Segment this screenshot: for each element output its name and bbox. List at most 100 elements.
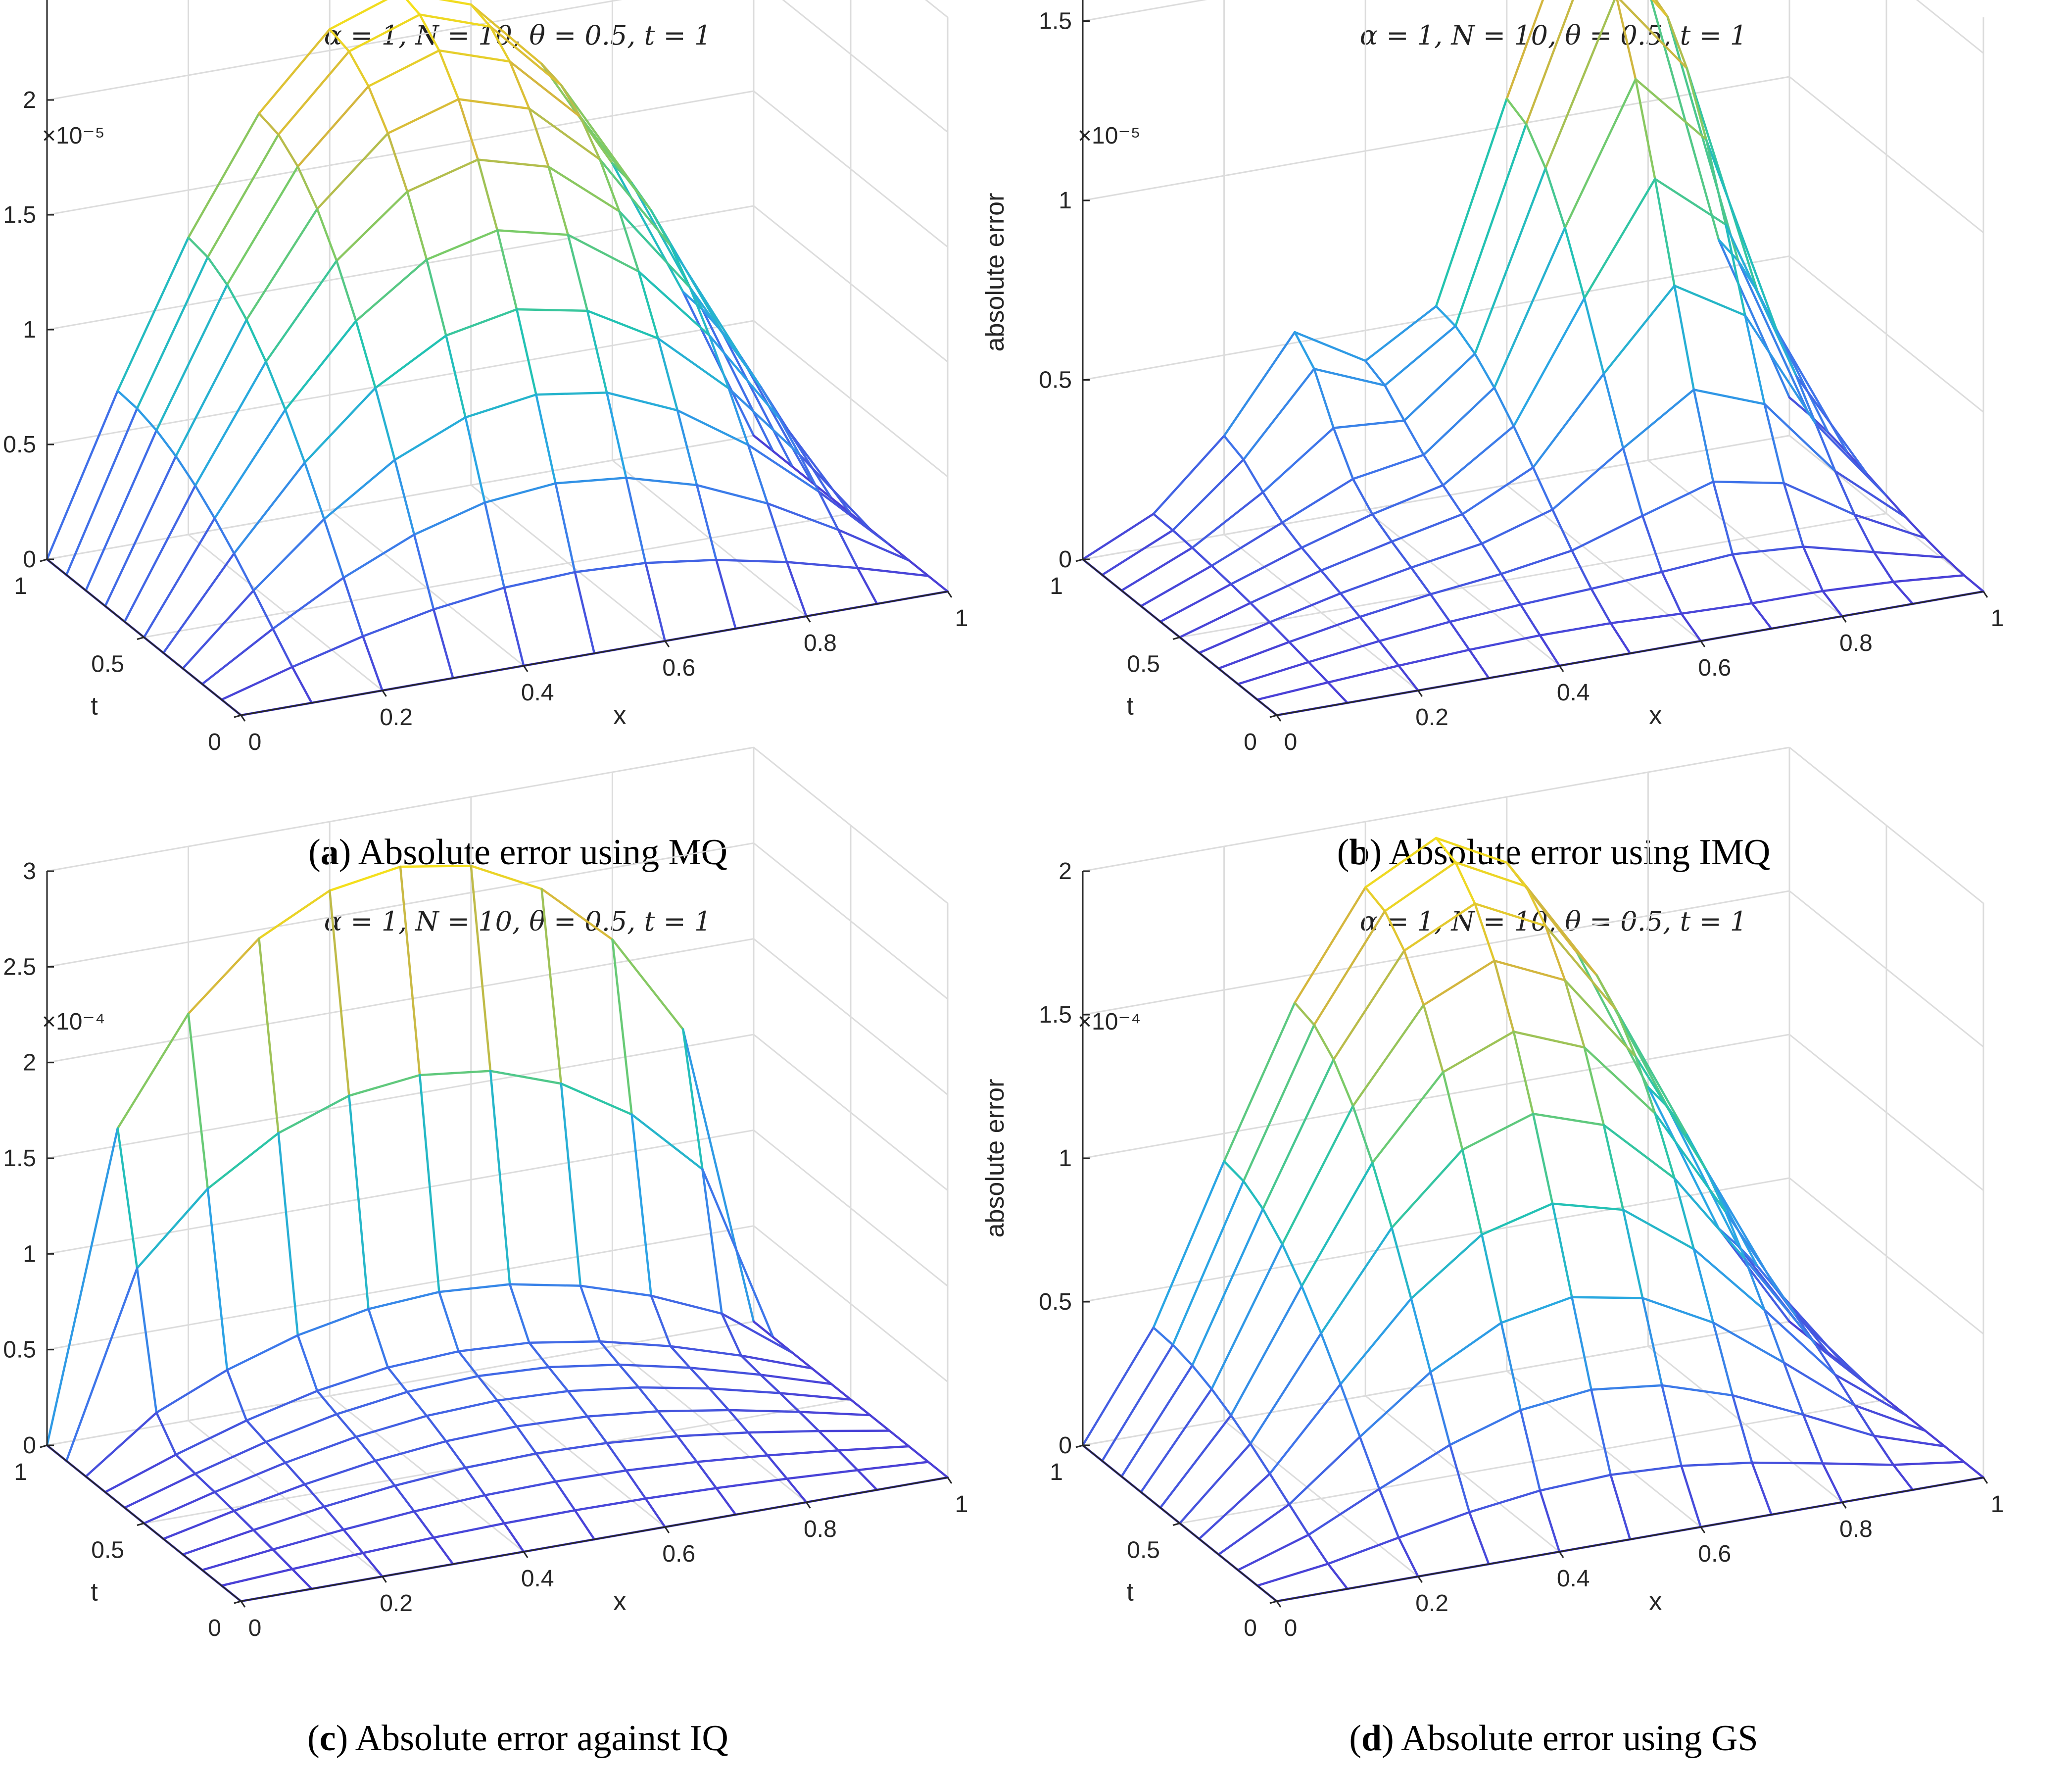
mesh-edge bbox=[367, 85, 389, 135]
mesh-edge bbox=[1461, 1112, 1535, 1151]
mesh-edge bbox=[586, 309, 608, 394]
mesh-edge bbox=[798, 453, 820, 493]
mesh-edge bbox=[194, 1473, 216, 1493]
mesh-edge bbox=[605, 391, 627, 479]
mesh-edge bbox=[1673, 1177, 1695, 1250]
mesh-edge bbox=[644, 562, 667, 642]
mesh-edge bbox=[1751, 602, 1773, 630]
mesh-edge bbox=[233, 461, 306, 555]
mesh-edge bbox=[265, 360, 287, 411]
y-tick-label: 0.5 bbox=[1127, 1537, 1160, 1564]
mesh-edge bbox=[1481, 542, 1502, 575]
z-tick-label: 1 bbox=[23, 1241, 36, 1267]
grid-line bbox=[47, 205, 754, 331]
mesh-edge bbox=[162, 1510, 236, 1540]
mesh-edge bbox=[303, 1483, 326, 1508]
caption-b: (b) Absolute error using IMQ bbox=[1337, 832, 1771, 873]
mesh-edge bbox=[1223, 435, 1245, 461]
mesh-edge bbox=[1268, 1383, 1342, 1475]
mesh-edge bbox=[1474, 902, 1547, 927]
mesh-edge bbox=[1717, 239, 1739, 262]
mesh-edge bbox=[1288, 1503, 1310, 1536]
grid-line bbox=[1179, 513, 1887, 638]
mesh-edge bbox=[1358, 1371, 1432, 1438]
mesh-edge bbox=[1242, 367, 1315, 461]
mesh-edge bbox=[489, 1070, 563, 1085]
mesh-edge bbox=[258, 112, 280, 136]
mesh-edge bbox=[328, 0, 388, 31]
y-tick-mark bbox=[1172, 637, 1180, 640]
mesh-edge bbox=[1313, 367, 1335, 429]
mesh-edge bbox=[1307, 640, 1381, 663]
y-tick-mark bbox=[137, 637, 145, 640]
mesh-edge bbox=[489, 1070, 511, 1285]
mesh-edge bbox=[528, 107, 601, 161]
mesh-edge bbox=[1783, 1361, 1856, 1407]
mesh-edge bbox=[1474, 902, 1495, 962]
mesh-edge bbox=[1223, 1160, 1245, 1182]
caption-text: Absolute error using IMQ bbox=[1389, 832, 1771, 873]
mesh-edge bbox=[508, 1283, 582, 1287]
mesh-edge bbox=[399, 865, 473, 868]
mesh-edge bbox=[560, 1082, 633, 1116]
mesh-edge bbox=[540, 887, 614, 941]
mesh-edge bbox=[1744, 314, 1817, 425]
mesh-edge bbox=[1661, 1384, 1683, 1467]
mesh-edge bbox=[1873, 1434, 1946, 1448]
mesh-edge bbox=[567, 234, 589, 312]
mesh-edge bbox=[323, 458, 396, 521]
mesh-edge bbox=[1609, 612, 1683, 625]
mesh-edge bbox=[201, 628, 274, 686]
mesh-edge bbox=[1532, 466, 1554, 511]
z-tick-label: 3 bbox=[23, 858, 36, 885]
mesh-edge bbox=[1525, 885, 1598, 977]
mesh-edge bbox=[766, 502, 788, 563]
mesh-edge bbox=[1641, 1297, 1663, 1387]
mesh-edge bbox=[515, 1415, 589, 1427]
mesh-edge bbox=[752, 1320, 774, 1338]
x-tick-mark bbox=[947, 591, 953, 598]
mesh-edge bbox=[258, 889, 331, 940]
mesh-edge bbox=[1378, 640, 1400, 667]
x-tick-label: 0.4 bbox=[1557, 1566, 1590, 1592]
mesh-edge bbox=[1885, 494, 1907, 519]
y-tick-mark bbox=[1269, 1600, 1277, 1604]
mesh-edge bbox=[1461, 466, 1535, 516]
caption-text: Absolute error against IQ bbox=[355, 1718, 728, 1759]
mesh-edge bbox=[688, 286, 762, 388]
mesh-edge bbox=[1327, 664, 1400, 684]
y-tick-mark bbox=[40, 1444, 48, 1448]
mesh-edge bbox=[355, 258, 428, 322]
x-tick-label: 0.8 bbox=[804, 1516, 837, 1542]
mesh-edge bbox=[1230, 583, 1252, 604]
mesh-edge bbox=[701, 1168, 774, 1338]
y-tick-label: 1 bbox=[1050, 573, 1063, 599]
mesh-edge bbox=[579, 1284, 653, 1297]
mesh-edge bbox=[296, 1308, 370, 1336]
mesh-edge bbox=[1814, 1343, 1836, 1376]
mesh-edge bbox=[1692, 1248, 1766, 1311]
y-tick-label: 1 bbox=[14, 1459, 27, 1485]
mesh-edge bbox=[1171, 458, 1245, 532]
mesh-edge bbox=[418, 1070, 492, 1077]
mesh-edge bbox=[367, 49, 440, 88]
mesh-edge bbox=[1802, 1413, 1824, 1465]
mesh-edge bbox=[1963, 1461, 1985, 1479]
mesh-edge bbox=[1834, 1374, 1856, 1407]
mesh-edge bbox=[362, 1536, 435, 1554]
mesh-edge bbox=[65, 1267, 139, 1462]
mesh-edge bbox=[1647, 1086, 1720, 1230]
mesh-edge bbox=[721, 1312, 743, 1357]
mesh-edge bbox=[413, 533, 435, 611]
caption-letter: b bbox=[1349, 832, 1370, 873]
x-tick-label: 1 bbox=[1991, 1491, 2004, 1518]
mesh-edge bbox=[1731, 545, 1805, 556]
panel-a: α = 1, N = 10, θ = 0.5, t = 1 ×10⁻⁵ 0 0.2… bbox=[0, 0, 1036, 886]
mesh-edge bbox=[1081, 513, 1155, 561]
mesh-edge bbox=[445, 334, 467, 419]
mesh-edge bbox=[1583, 1046, 1656, 1115]
x-tick-label: 0.8 bbox=[1839, 630, 1873, 656]
mesh-edge bbox=[1191, 546, 1213, 567]
mesh-edge bbox=[1454, 861, 1528, 887]
mesh-edge bbox=[1442, 425, 1515, 487]
